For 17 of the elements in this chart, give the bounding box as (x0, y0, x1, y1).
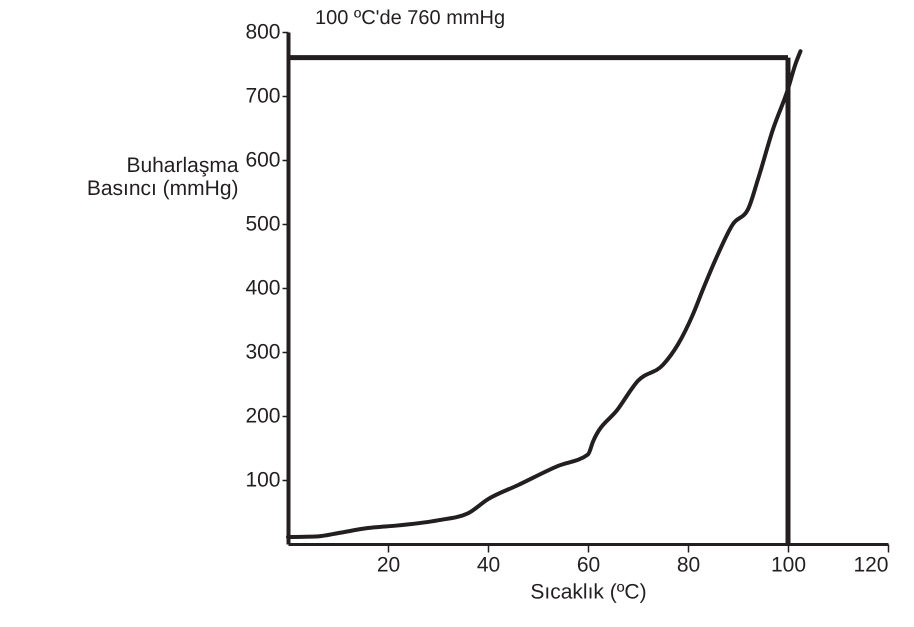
x-tick-label: 20 (376, 554, 400, 576)
x-tick-label: 100 (770, 554, 806, 576)
y-tick-label: 200 (245, 404, 280, 428)
y-tick-label: 700 (245, 84, 280, 108)
text: 100 ºC'de 760 mmHg (315, 7, 506, 29)
x-axis-title: Sıcaklık (ºC) (530, 580, 647, 604)
y-tick-label: 600 (245, 148, 280, 172)
x-tick-label: 40 (476, 554, 500, 576)
y-tick-label: 300 (245, 340, 280, 364)
y-tick-label: 800 (245, 20, 280, 44)
x-tick-label: 80 (676, 554, 700, 576)
x-tick-label: 120 (853, 554, 888, 576)
y-tick-label: 100 (245, 468, 280, 492)
y-axis-title: Buharlaşma Basıncı (mmHg) (86, 154, 239, 200)
y-tick-label: 400 (245, 276, 280, 300)
x-tick-label: 60 (576, 554, 600, 576)
y-tick-label: 500 (245, 212, 280, 236)
